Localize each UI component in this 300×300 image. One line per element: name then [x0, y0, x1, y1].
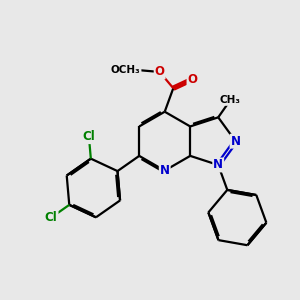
Text: Cl: Cl — [82, 130, 95, 143]
Text: N: N — [230, 135, 241, 148]
Text: N: N — [160, 164, 170, 177]
Text: Cl: Cl — [45, 211, 58, 224]
Text: OCH₃: OCH₃ — [111, 65, 141, 75]
Text: O: O — [188, 73, 197, 86]
Text: N: N — [213, 158, 223, 172]
Text: CH₃: CH₃ — [220, 95, 241, 105]
Text: O: O — [155, 65, 165, 79]
